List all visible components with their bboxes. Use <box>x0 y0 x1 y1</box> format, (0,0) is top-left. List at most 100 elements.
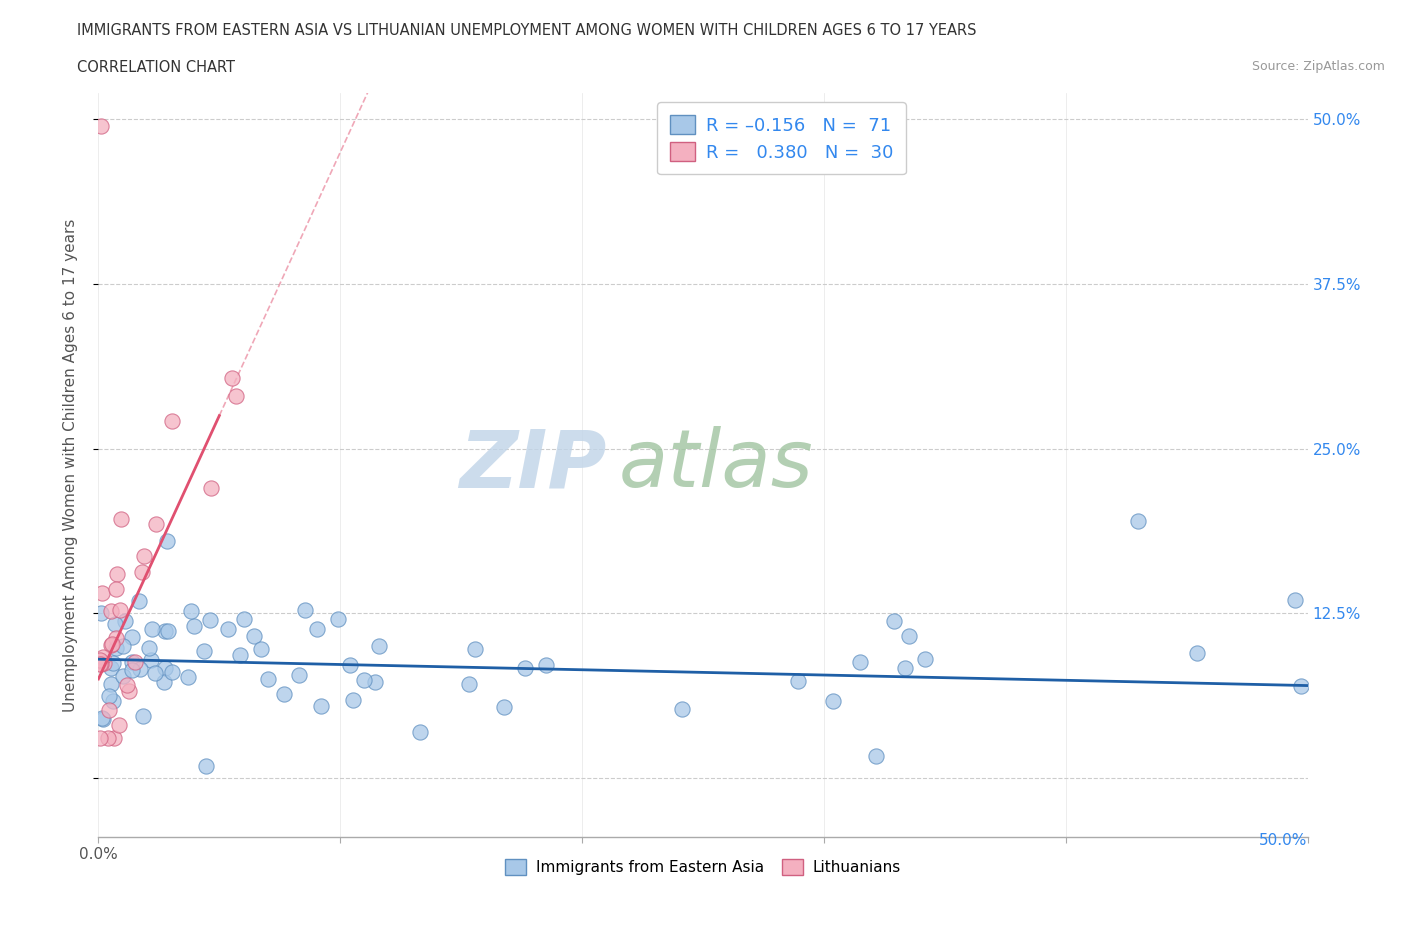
Point <box>233 612 256 627</box>
Point <box>534 658 557 672</box>
Point <box>288 668 311 683</box>
Point <box>101 693 124 708</box>
Point <box>139 652 162 667</box>
Point <box>97 731 120 746</box>
Point <box>1128 513 1150 528</box>
Point <box>156 533 179 548</box>
Point <box>124 655 146 670</box>
Point <box>217 621 239 636</box>
Point <box>112 668 135 683</box>
Point <box>671 702 693 717</box>
Point <box>464 641 486 656</box>
Point <box>250 642 273 657</box>
Point <box>198 613 221 628</box>
Point <box>821 694 844 709</box>
Point <box>326 611 349 626</box>
Point <box>100 660 122 675</box>
Point <box>129 661 152 676</box>
Point <box>1289 678 1312 693</box>
Point <box>458 677 481 692</box>
Point <box>513 661 536 676</box>
Point <box>339 658 361 673</box>
Point <box>105 581 128 596</box>
Point <box>90 657 112 671</box>
Point <box>89 731 111 746</box>
Point <box>103 731 125 746</box>
Point <box>131 709 153 724</box>
Point <box>243 629 266 644</box>
Point <box>101 655 124 670</box>
Point <box>93 656 115 671</box>
Point <box>105 566 128 581</box>
Point <box>894 661 917 676</box>
Point <box>865 749 887 764</box>
Y-axis label: Unemployment Among Women with Children Ages 6 to 17 years: Unemployment Among Women with Children A… <box>63 219 77 711</box>
Point <box>141 621 163 636</box>
Point <box>787 673 810 688</box>
Point <box>368 638 391 653</box>
Text: Source: ZipAtlas.com: Source: ZipAtlas.com <box>1251 60 1385 73</box>
Point <box>115 678 138 693</box>
Point <box>883 614 905 629</box>
Point <box>311 699 333 714</box>
Text: ZIP: ZIP <box>458 426 606 504</box>
Point <box>177 670 200 684</box>
Point <box>145 517 167 532</box>
Point <box>273 687 295 702</box>
Point <box>101 637 124 652</box>
Text: 50.0%: 50.0% <box>1260 833 1308 848</box>
Point <box>152 674 174 689</box>
Point <box>90 605 112 620</box>
Point <box>89 653 111 668</box>
Point <box>91 711 114 726</box>
Point <box>108 717 131 732</box>
Text: atlas: atlas <box>619 426 813 504</box>
Point <box>104 631 127 645</box>
Point <box>91 650 114 665</box>
Point <box>200 481 222 496</box>
Point <box>221 370 243 385</box>
Point <box>257 671 280 686</box>
Text: IMMIGRANTS FROM EASTERN ASIA VS LITHUANIAN UNEMPLOYMENT AMONG WOMEN WITH CHILDRE: IMMIGRANTS FROM EASTERN ASIA VS LITHUANI… <box>77 23 977 38</box>
Point <box>103 617 125 631</box>
Point <box>183 618 205 633</box>
Point <box>849 655 872 670</box>
Point <box>121 655 143 670</box>
Point <box>110 512 132 526</box>
Point <box>104 641 127 656</box>
Point <box>121 663 143 678</box>
Point <box>914 652 936 667</box>
Point <box>305 621 328 636</box>
Point <box>153 623 176 638</box>
Point <box>98 702 121 717</box>
Point <box>494 700 516 715</box>
Point <box>364 674 387 689</box>
Point <box>138 641 160 656</box>
Point <box>294 602 316 617</box>
Point <box>225 389 247 404</box>
Point <box>160 665 183 680</box>
Point <box>1284 592 1306 607</box>
Point <box>180 604 202 618</box>
Point <box>409 724 432 739</box>
Point <box>160 414 183 429</box>
Legend: Immigrants from Eastern Asia, Lithuanians: Immigrants from Eastern Asia, Lithuanian… <box>499 853 907 882</box>
Point <box>132 548 155 563</box>
Point <box>98 688 121 703</box>
Point <box>121 630 143 644</box>
Text: CORRELATION CHART: CORRELATION CHART <box>77 60 235 75</box>
Point <box>100 604 122 618</box>
Point <box>342 693 364 708</box>
Point <box>90 711 112 725</box>
Point <box>89 657 111 671</box>
Point <box>110 603 132 618</box>
Point <box>128 593 150 608</box>
Point <box>90 118 112 133</box>
Point <box>897 628 920 643</box>
Point <box>118 684 141 698</box>
Point <box>143 665 166 680</box>
Point <box>156 624 179 639</box>
Point <box>114 614 136 629</box>
Point <box>100 677 122 692</box>
Point <box>131 565 153 579</box>
